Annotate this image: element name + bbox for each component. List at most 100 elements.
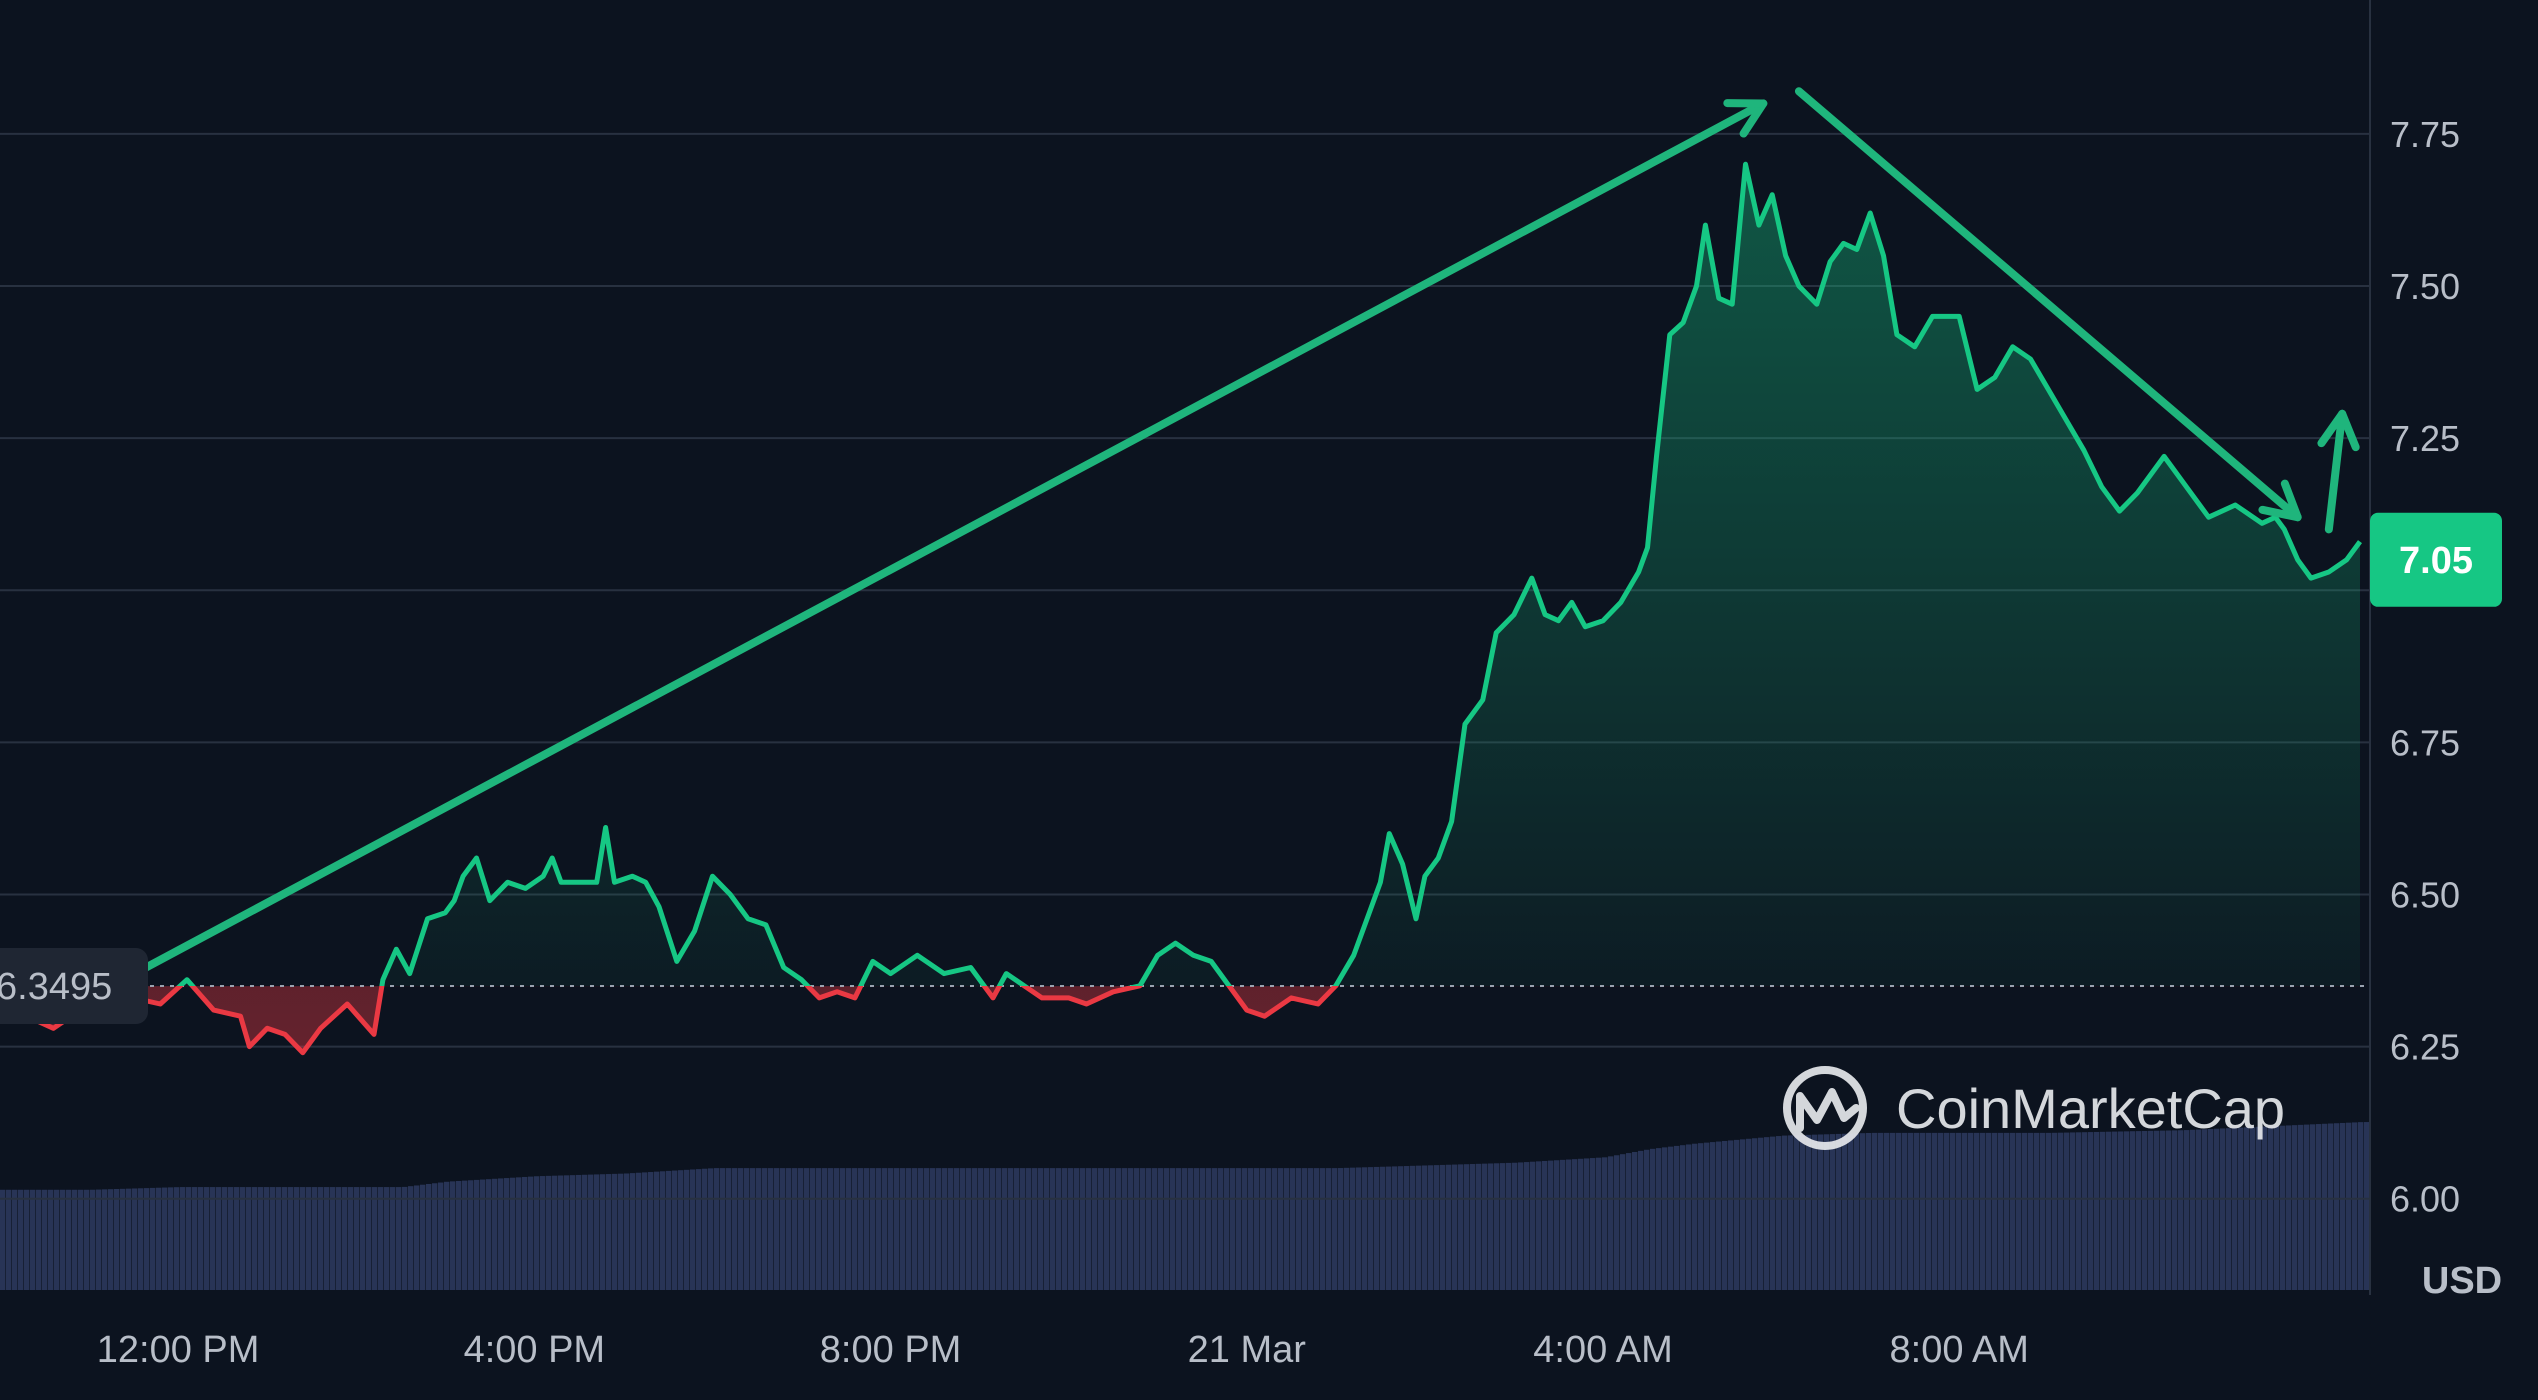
volume-bar <box>1278 1168 1284 1290</box>
volume-bar <box>1878 1132 1884 1290</box>
volume-bar <box>144 1188 150 1290</box>
volume-bar <box>1014 1168 1020 1290</box>
volume-bar <box>156 1187 162 1290</box>
volume-bar <box>708 1168 714 1290</box>
volume-bar <box>48 1189 54 1290</box>
volume-bar <box>552 1175 558 1290</box>
volume-bar <box>894 1168 900 1290</box>
volume-bar <box>2100 1131 2106 1290</box>
volume-bar <box>2148 1130 2154 1290</box>
volume-bar <box>1392 1166 1398 1290</box>
volume-bar <box>2178 1130 2184 1290</box>
volume-bar <box>822 1168 828 1290</box>
volume-bar <box>2220 1128 2226 1290</box>
volume-bar <box>2076 1132 2082 1290</box>
volume-bar <box>1200 1168 1206 1290</box>
coinmarketcap-watermark: CoinMarketCap <box>1783 1066 2285 1150</box>
volume-bar <box>498 1178 504 1290</box>
volume-bar <box>570 1175 576 1290</box>
volume-bar <box>12 1189 18 1290</box>
volume-bar <box>954 1168 960 1290</box>
volume-bar <box>2274 1125 2280 1290</box>
volume-bar <box>396 1187 402 1290</box>
volume-bar <box>294 1187 300 1290</box>
volume-bar <box>2196 1129 2202 1290</box>
volume-bar <box>1842 1133 1848 1290</box>
volume-bar <box>6 1189 12 1290</box>
volume-bar <box>342 1187 348 1290</box>
volume-bar <box>1104 1168 1110 1290</box>
volume-bar <box>1602 1157 1608 1290</box>
volume-bar <box>2250 1127 2256 1290</box>
volume-bar <box>2040 1132 2046 1290</box>
volume-bar <box>852 1168 858 1290</box>
volume-bar <box>1932 1132 1938 1290</box>
volume-bar <box>60 1189 66 1290</box>
volume-bar <box>780 1168 786 1290</box>
volume-bar <box>1056 1168 1062 1290</box>
volume-bar <box>1926 1132 1932 1290</box>
volume-bar <box>1008 1168 1014 1290</box>
volume-bar <box>750 1168 756 1290</box>
volume-bar <box>786 1168 792 1290</box>
volume-bar <box>2172 1130 2178 1290</box>
volume-bar <box>1374 1166 1380 1290</box>
volume-bar <box>834 1168 840 1290</box>
area-fill-down-path <box>0 986 2360 1053</box>
volume-bar <box>1386 1166 1392 1290</box>
volume-bar <box>1134 1168 1140 1290</box>
volume-bar <box>1962 1132 1968 1290</box>
volume-bar <box>240 1187 246 1290</box>
volume-bar <box>648 1172 654 1290</box>
volume-bar <box>1806 1134 1812 1290</box>
volume-bar <box>1740 1139 1746 1290</box>
volume-bar <box>1182 1168 1188 1290</box>
volume-bar <box>1836 1133 1842 1290</box>
volume-bar <box>1416 1165 1422 1290</box>
volume-bar <box>1338 1168 1344 1290</box>
current-price-tag-background <box>2370 512 2502 607</box>
volume-bar <box>1380 1166 1386 1290</box>
baseline-price-tag-background <box>0 948 148 1025</box>
volume-bar <box>1968 1132 1974 1290</box>
volume-bar <box>2088 1132 2094 1290</box>
volume-bar <box>660 1171 666 1290</box>
area-fill-down <box>0 986 2360 1053</box>
volume-bar <box>2340 1122 2346 1290</box>
volume-bar <box>1812 1134 1818 1290</box>
volume-bar <box>402 1186 408 1290</box>
volume-bar <box>2154 1130 2160 1290</box>
volume-bar <box>1884 1132 1890 1290</box>
x-tick-label: 4:00 PM <box>464 1329 606 1371</box>
volume-bar <box>1518 1162 1524 1290</box>
volume-bar <box>774 1168 780 1290</box>
volume-bar <box>408 1186 414 1290</box>
volume-bar <box>1482 1163 1488 1290</box>
volume-bar <box>1428 1165 1434 1290</box>
volume-bar <box>1356 1167 1362 1290</box>
volume-bar <box>960 1168 966 1290</box>
volume-bar <box>1782 1135 1788 1290</box>
volume-bar <box>1080 1168 1086 1290</box>
volume-bar <box>2292 1125 2298 1290</box>
price-line-up <box>176 161 2363 987</box>
volume-bar <box>1500 1163 1506 1290</box>
volume-bar <box>36 1189 42 1290</box>
volume-bar <box>2232 1127 2238 1290</box>
baseline-price-value: 6.3495 <box>0 966 112 1008</box>
volume-bar <box>738 1168 744 1290</box>
volume-bar <box>624 1173 630 1290</box>
volume-bar <box>1038 1168 1044 1290</box>
volume-bar <box>996 1168 1002 1290</box>
volume-bar <box>1308 1168 1314 1290</box>
volume-bar <box>882 1168 888 1290</box>
volume-bar <box>1866 1133 1872 1290</box>
volume-bar <box>2364 1122 2370 1290</box>
volume-bar <box>162 1187 168 1290</box>
volume-bar <box>2202 1129 2208 1290</box>
volume-bar <box>438 1182 444 1290</box>
volume-bar <box>1974 1132 1980 1290</box>
volume-bar <box>1236 1168 1242 1290</box>
volume-bar <box>228 1187 234 1290</box>
